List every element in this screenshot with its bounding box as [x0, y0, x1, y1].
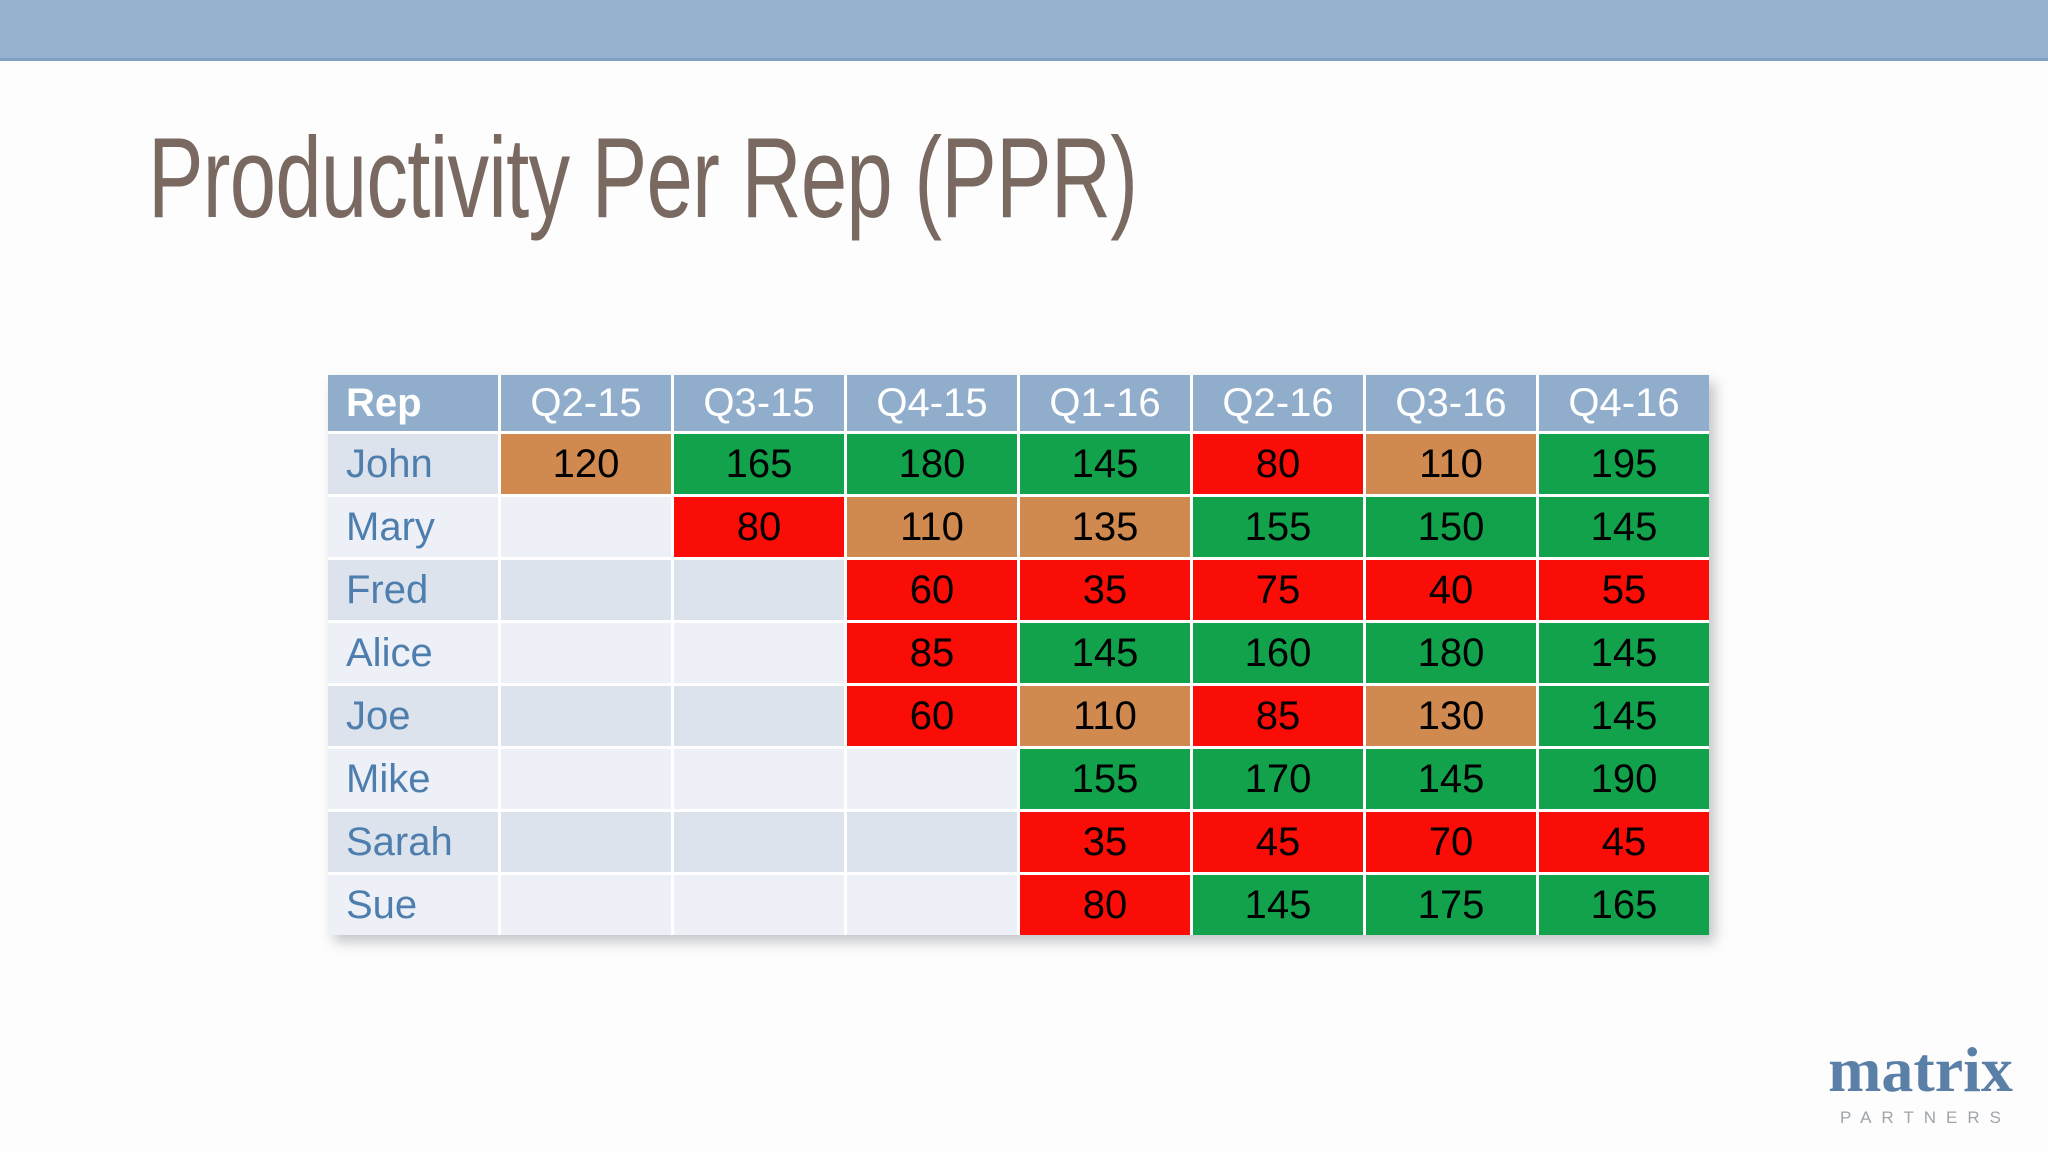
cell-fred-q2-15	[501, 560, 671, 620]
cell-alice-q2-16: 160	[1193, 623, 1363, 683]
cell-mike-q4-15	[847, 749, 1017, 809]
cell-sarah-q4-15	[847, 812, 1017, 872]
cell-sarah-q2-15	[501, 812, 671, 872]
rep-name-mike: Mike	[328, 749, 498, 809]
cell-john-q4-15: 180	[847, 434, 1017, 494]
cell-joe-q1-16: 110	[1020, 686, 1190, 746]
cell-sue-q4-16: 165	[1539, 875, 1709, 935]
cell-fred-q3-15	[674, 560, 844, 620]
cell-alice-q3-15	[674, 623, 844, 683]
cell-sarah-q3-16: 70	[1366, 812, 1536, 872]
cell-joe-q3-16: 130	[1366, 686, 1536, 746]
cell-john-q3-15: 165	[674, 434, 844, 494]
cell-joe-q2-15	[501, 686, 671, 746]
cell-fred-q2-16: 75	[1193, 560, 1363, 620]
column-header-q3-16: Q3-16	[1366, 375, 1536, 431]
cell-mike-q2-15	[501, 749, 671, 809]
cell-mary-q4-16: 145	[1539, 497, 1709, 557]
cell-fred-q3-16: 40	[1366, 560, 1536, 620]
cell-sarah-q2-16: 45	[1193, 812, 1363, 872]
cell-mary-q4-15: 110	[847, 497, 1017, 557]
cell-mike-q3-16: 145	[1366, 749, 1536, 809]
rep-name-sarah: Sarah	[328, 812, 498, 872]
slide-top-accent-bar	[0, 0, 2048, 61]
cell-mike-q4-16: 190	[1539, 749, 1709, 809]
rep-name-alice: Alice	[328, 623, 498, 683]
cell-joe-q3-15	[674, 686, 844, 746]
rep-name-john: John	[328, 434, 498, 494]
matrix-partners-logo: matrix PARTNERS	[1828, 1038, 2013, 1128]
rep-name-joe: Joe	[328, 686, 498, 746]
cell-john-q2-15: 120	[501, 434, 671, 494]
cell-mike-q2-16: 170	[1193, 749, 1363, 809]
cell-mike-q3-15	[674, 749, 844, 809]
cell-mike-q1-16: 155	[1020, 749, 1190, 809]
page-title: Productivity Per Rep (PPR)	[148, 115, 1138, 242]
rep-name-fred: Fred	[328, 560, 498, 620]
column-header-rep: Rep	[328, 375, 498, 431]
cell-john-q2-16: 80	[1193, 434, 1363, 494]
cell-sarah-q4-16: 45	[1539, 812, 1709, 872]
rep-name-mary: Mary	[328, 497, 498, 557]
cell-sue-q1-16: 80	[1020, 875, 1190, 935]
cell-fred-q4-16: 55	[1539, 560, 1709, 620]
cell-sue-q2-16: 145	[1193, 875, 1363, 935]
cell-alice-q4-16: 145	[1539, 623, 1709, 683]
rep-name-sue: Sue	[328, 875, 498, 935]
column-header-q2-16: Q2-16	[1193, 375, 1363, 431]
cell-alice-q1-16: 145	[1020, 623, 1190, 683]
column-header-q3-15: Q3-15	[674, 375, 844, 431]
cell-sue-q3-16: 175	[1366, 875, 1536, 935]
cell-mary-q2-15	[501, 497, 671, 557]
cell-sue-q2-15	[501, 875, 671, 935]
cell-john-q3-16: 110	[1366, 434, 1536, 494]
logo-brand-text: matrix	[1828, 1034, 2013, 1105]
cell-fred-q4-15: 60	[847, 560, 1017, 620]
cell-alice-q2-15	[501, 623, 671, 683]
productivity-heatmap-table: Rep Q2-15 Q3-15 Q4-15 Q1-16 Q2-16 Q3-16 Q4-16 Jo…	[328, 375, 1709, 935]
cell-alice-q4-15: 85	[847, 623, 1017, 683]
cell-alice-q3-16: 180	[1366, 623, 1536, 683]
cell-mary-q3-16: 150	[1366, 497, 1536, 557]
cell-mary-q3-15: 80	[674, 497, 844, 557]
cell-sarah-q3-15	[674, 812, 844, 872]
column-header-q4-16: Q4-16	[1539, 375, 1709, 431]
cell-sue-q4-15	[847, 875, 1017, 935]
column-header-q1-16: Q1-16	[1020, 375, 1190, 431]
logo-subtext: PARTNERS	[1840, 1108, 2012, 1127]
cell-joe-q2-16: 85	[1193, 686, 1363, 746]
cell-sue-q3-15	[674, 875, 844, 935]
cell-john-q4-16: 195	[1539, 434, 1709, 494]
cell-joe-q4-16: 145	[1539, 686, 1709, 746]
cell-sarah-q1-16: 35	[1020, 812, 1190, 872]
cell-john-q1-16: 145	[1020, 434, 1190, 494]
column-header-q2-15: Q2-15	[501, 375, 671, 431]
cell-mary-q2-16: 155	[1193, 497, 1363, 557]
cell-joe-q4-15: 60	[847, 686, 1017, 746]
cell-fred-q1-16: 35	[1020, 560, 1190, 620]
cell-mary-q1-16: 135	[1020, 497, 1190, 557]
column-header-q4-15: Q4-15	[847, 375, 1017, 431]
